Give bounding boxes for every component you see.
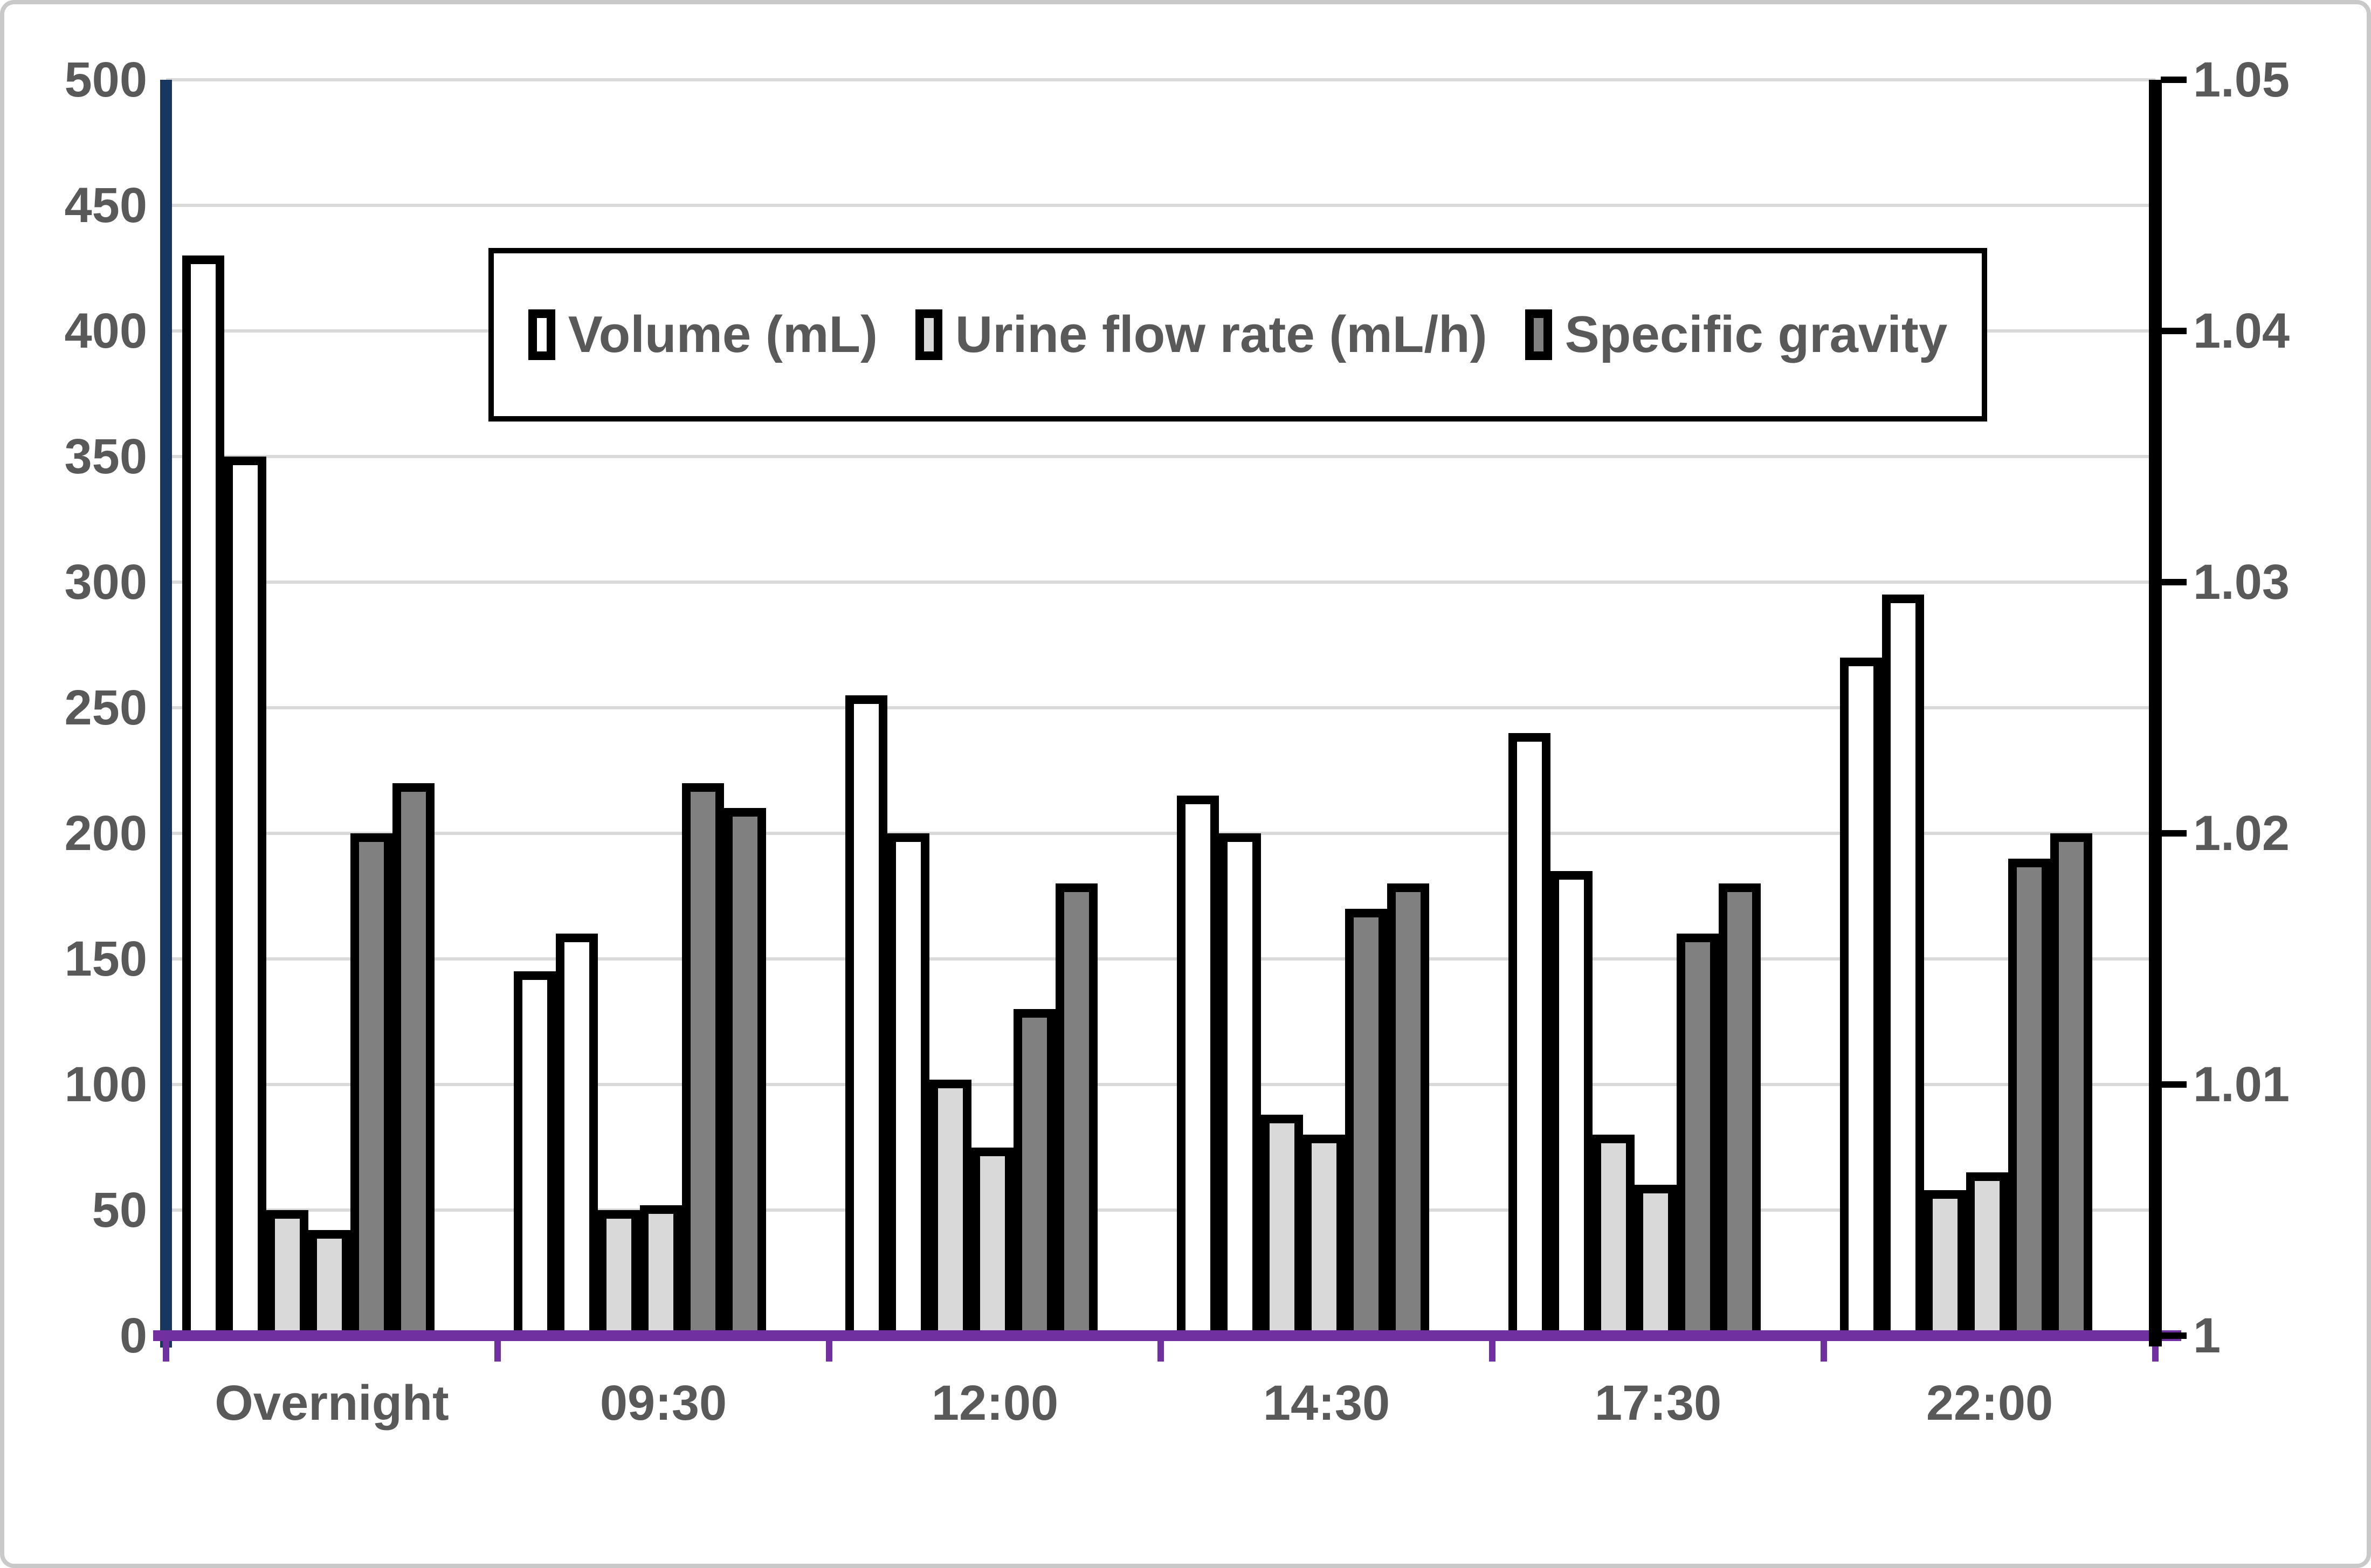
legend-item-urine-flow-rate: Urine flow rate (mL/h) — [915, 305, 1487, 364]
x-axis-tick — [826, 1340, 832, 1362]
left-axis-label-500: 500 — [64, 52, 148, 107]
bar-specific-gravity-5-1 — [1677, 934, 1719, 1336]
left-axis-line — [160, 80, 172, 1348]
bar-specific-gravity-3-1 — [1014, 1009, 1056, 1336]
legend: Volume (mL) Urine flow rate (mL/h) Specifi… — [488, 248, 1987, 422]
right-axis-tick — [2161, 579, 2187, 585]
bar-urine-flow-rate-3-1 — [929, 1079, 971, 1336]
bar-volume-4-2 — [1219, 833, 1261, 1336]
x-axis-tick — [1489, 1340, 1495, 1362]
left-axis-label-200: 200 — [64, 806, 148, 861]
bar-urine-flow-rate-4-1 — [1261, 1114, 1303, 1336]
right-axis-tick — [2161, 328, 2187, 334]
bar-specific-gravity-2-1 — [682, 783, 724, 1336]
gridline — [166, 1083, 2155, 1086]
x-axis-tick — [1821, 1340, 1827, 1362]
right-axis-label-1: 1 — [2193, 1308, 2221, 1363]
bar-volume-6-1 — [1840, 657, 1882, 1336]
gridline — [166, 204, 2155, 207]
bar-urine-flow-rate-2-1 — [598, 1210, 640, 1336]
left-axis-label-250: 250 — [64, 680, 148, 735]
right-axis-label-1.04: 1.04 — [2193, 303, 2290, 358]
right-axis-tick — [2161, 77, 2187, 83]
bar-specific-gravity-3-2 — [1056, 883, 1098, 1336]
left-axis-label-300: 300 — [64, 555, 148, 610]
legend-label-urine-flow-rate: Urine flow rate (mL/h) — [955, 306, 1487, 363]
bar-specific-gravity-4-2 — [1387, 883, 1429, 1336]
legend-marker-urine-flow-rate-icon — [915, 309, 942, 360]
legend-item-specific-gravity: Specific gravity — [1525, 305, 1948, 364]
left-axis-label-350: 350 — [64, 429, 148, 484]
bar-urine-flow-rate-5-1 — [1593, 1135, 1635, 1336]
right-axis-tick — [2161, 830, 2187, 837]
bar-urine-flow-rate-2-2 — [640, 1205, 682, 1336]
bar-specific-gravity-1-1 — [350, 833, 392, 1336]
bar-specific-gravity-4-1 — [1345, 908, 1387, 1336]
category-label-Overnight: Overnight — [215, 1376, 449, 1431]
legend-label-specific-gravity: Specific gravity — [1564, 306, 1948, 363]
right-axis-label-1.05: 1.05 — [2193, 52, 2290, 107]
category-label-12:00: 12:00 — [931, 1376, 1059, 1431]
left-axis-label-50: 50 — [92, 1183, 147, 1238]
x-axis-tick — [1157, 1340, 1164, 1362]
bar-specific-gravity-1-2 — [392, 783, 435, 1336]
right-axis-tick — [2161, 1332, 2187, 1339]
bar-volume-1-2 — [224, 457, 266, 1336]
bar-urine-flow-rate-4-2 — [1303, 1135, 1345, 1336]
left-axis-label-150: 150 — [64, 931, 148, 986]
gridline — [166, 832, 2155, 835]
gridline — [166, 455, 2155, 458]
bar-volume-6-2 — [1882, 595, 1924, 1336]
right-axis-tick — [2161, 1081, 2187, 1088]
right-axis-label-1.03: 1.03 — [2193, 555, 2290, 610]
bar-volume-5-1 — [1508, 733, 1550, 1336]
bar-specific-gravity-6-2 — [2050, 833, 2092, 1336]
category-label-14:30: 14:30 — [1263, 1376, 1390, 1431]
bar-urine-flow-rate-1-1 — [266, 1210, 308, 1336]
gridline — [166, 1208, 2155, 1212]
legend-label-volume: Volume (mL) — [568, 306, 878, 363]
left-axis-label-100: 100 — [64, 1057, 148, 1112]
x-axis-tick — [163, 1340, 169, 1362]
legend-marker-specific-gravity-icon — [1525, 309, 1552, 360]
bar-urine-flow-rate-6-1 — [1924, 1190, 1966, 1336]
gridline — [166, 706, 2155, 709]
bar-volume-4-1 — [1177, 796, 1219, 1336]
legend-item-volume: Volume (mL) — [528, 305, 878, 364]
category-label-17:30: 17:30 — [1594, 1376, 1722, 1431]
gridline — [166, 581, 2155, 584]
bar-volume-3-2 — [887, 833, 929, 1336]
bar-volume-2-2 — [556, 934, 598, 1336]
left-axis-label-400: 400 — [64, 303, 148, 358]
bottom-axis-line — [153, 1330, 2181, 1341]
left-axis-label-0: 0 — [119, 1308, 147, 1363]
bar-urine-flow-rate-1-2 — [308, 1230, 350, 1336]
right-axis-label-1.02: 1.02 — [2193, 806, 2290, 861]
bar-specific-gravity-5-2 — [1719, 883, 1761, 1336]
category-label-09:30: 09:30 — [599, 1376, 727, 1431]
bar-volume-2-1 — [514, 971, 556, 1336]
bar-volume-1-1 — [182, 255, 224, 1336]
left-axis-label-450: 450 — [64, 178, 148, 233]
gridline — [166, 78, 2155, 81]
right-axis-line — [2149, 80, 2162, 1346]
bar-volume-5-2 — [1550, 871, 1593, 1336]
x-axis-tick — [494, 1340, 501, 1362]
category-label-22:00: 22:00 — [1926, 1376, 2053, 1431]
bar-specific-gravity-6-1 — [2008, 858, 2050, 1336]
bar-urine-flow-rate-6-2 — [1966, 1172, 2008, 1336]
bar-specific-gravity-2-2 — [724, 808, 766, 1336]
gridline — [166, 957, 2155, 961]
bar-urine-flow-rate-3-2 — [971, 1147, 1014, 1336]
right-axis-label-1.01: 1.01 — [2193, 1057, 2290, 1112]
legend-marker-volume-icon — [528, 309, 555, 360]
bar-urine-flow-rate-5-2 — [1635, 1185, 1677, 1336]
bar-volume-3-1 — [845, 695, 887, 1336]
